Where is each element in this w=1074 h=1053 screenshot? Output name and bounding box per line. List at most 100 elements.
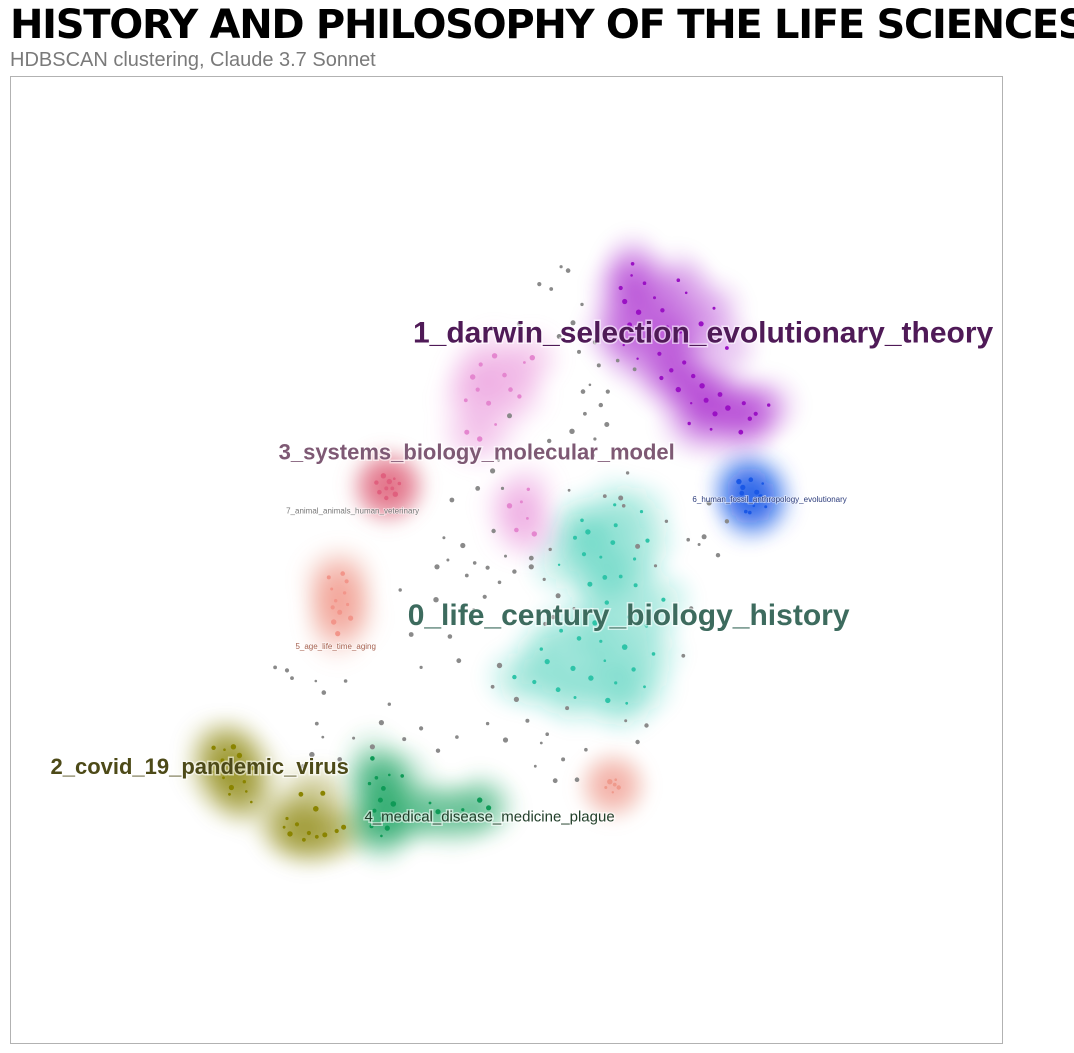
noise-points-layer	[273, 265, 730, 784]
cluster-point	[621, 644, 628, 650]
cluster-point	[660, 308, 665, 313]
cluster-point	[736, 478, 742, 485]
noise-point	[378, 720, 384, 726]
cluster-point	[618, 574, 623, 579]
cluster-point	[603, 659, 607, 662]
cluster-point	[602, 575, 608, 580]
noise-point	[567, 488, 571, 492]
cluster-point	[613, 523, 618, 528]
noise-point	[697, 543, 701, 546]
cluster-point	[344, 579, 349, 584]
cluster-point	[236, 752, 243, 759]
noise-point	[419, 665, 423, 670]
noise-point	[321, 735, 325, 739]
noise-point	[635, 739, 640, 745]
cluster-point	[294, 822, 300, 827]
noise-point	[537, 282, 542, 287]
cluster-point	[287, 831, 293, 837]
cluster-point	[747, 416, 752, 421]
noise-point	[598, 402, 603, 408]
noise-point	[398, 588, 402, 592]
cluster-point	[400, 774, 405, 778]
cluster-point	[661, 597, 666, 602]
cluster-labels-layer: 0_life_century_biology_history 1_darwin_s…	[49, 315, 995, 827]
cluster-point	[761, 482, 764, 485]
cluster-point	[250, 800, 253, 804]
noise-point	[533, 764, 537, 768]
cluster-point	[647, 334, 652, 339]
noise-point	[596, 363, 601, 368]
cluster-point	[377, 489, 382, 495]
noise-point	[482, 594, 487, 599]
cluster-point	[581, 552, 587, 557]
cluster-point	[384, 486, 389, 491]
cluster-label: 5_age_life_time_aging	[295, 642, 376, 651]
noise-point	[284, 668, 290, 673]
cluster-point	[220, 758, 225, 763]
cluster-point	[622, 343, 625, 347]
noise-point	[273, 665, 277, 670]
cluster-point	[494, 423, 497, 426]
noise-point	[314, 721, 319, 726]
noise-point	[472, 608, 476, 611]
noise-point	[715, 553, 721, 558]
noise-point	[539, 741, 543, 745]
noise-point	[588, 383, 592, 387]
noise-point	[621, 504, 626, 508]
cluster-point	[470, 374, 476, 380]
cluster-point	[690, 402, 693, 405]
noise-point	[464, 573, 469, 578]
noise-point	[547, 438, 552, 444]
cluster-point	[767, 403, 771, 407]
cluster-point	[645, 538, 650, 543]
cluster-point	[463, 398, 468, 403]
cluster-point	[523, 361, 526, 364]
cluster-point	[331, 619, 337, 625]
cluster-density-halo	[335, 724, 523, 870]
noise-point	[300, 764, 305, 769]
noise-point	[497, 580, 502, 585]
cluster-point	[514, 527, 519, 533]
cluster-point	[764, 505, 768, 509]
noise-point	[584, 747, 588, 752]
cluster-point	[644, 624, 649, 628]
cluster-point	[526, 487, 530, 491]
cluster-point	[570, 665, 576, 672]
cluster-point	[386, 478, 392, 485]
cluster-point	[599, 555, 603, 559]
cluster-point	[449, 818, 455, 823]
cluster-point	[636, 357, 639, 360]
cluster-point	[643, 685, 646, 689]
cluster-point	[627, 322, 632, 328]
cluster-point	[380, 834, 383, 838]
noise-point	[635, 543, 641, 549]
cluster-point	[618, 285, 623, 291]
cluster-point	[757, 494, 764, 500]
noise-point	[706, 500, 712, 506]
cluster-point	[630, 262, 635, 266]
cluster-point	[381, 786, 386, 791]
cluster-point	[374, 480, 379, 485]
noise-point	[472, 561, 477, 565]
cluster-point	[612, 782, 617, 787]
cluster-point	[250, 765, 255, 771]
noise-point	[433, 597, 439, 603]
cluster-point	[506, 503, 513, 509]
noise-point	[309, 751, 315, 758]
cluster-point	[555, 687, 561, 693]
noise-point	[490, 468, 496, 474]
cluster-point	[682, 360, 687, 365]
cluster-point	[384, 825, 390, 831]
cluster-density-halo	[294, 539, 385, 668]
cluster-point	[228, 792, 231, 796]
cluster-point	[512, 674, 517, 680]
cluster-points-layer	[209, 262, 771, 842]
noise-point	[504, 554, 507, 558]
cluster-point	[526, 517, 529, 520]
cluster-point	[478, 362, 483, 367]
cluster-label: 1_darwin_selection_evolutionary_theory	[413, 316, 994, 349]
cluster-point	[223, 748, 226, 751]
noise-point	[580, 302, 584, 307]
noise-point	[475, 486, 481, 491]
noise-point	[590, 453, 596, 458]
